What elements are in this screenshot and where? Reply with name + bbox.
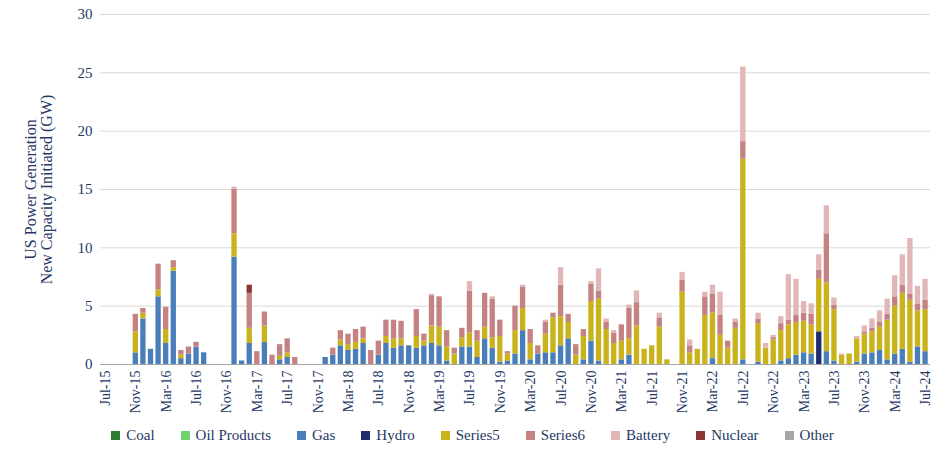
svg-text:Nov-21: Nov-21 <box>675 371 690 414</box>
svg-text:Jul-22: Jul-22 <box>736 371 751 406</box>
html-text:Series5: Series5 <box>455 426 500 443</box>
svg-text:Jul-19: Jul-19 <box>462 371 477 406</box>
svg-text:5: 5 <box>85 298 93 314</box>
svg-text:Nov-15: Nov-15 <box>128 371 143 414</box>
svg-text:30: 30 <box>78 6 93 22</box>
svg-text:Nov-23: Nov-23 <box>857 371 872 414</box>
html-text:Battery: Battery <box>626 426 671 443</box>
html-text:Oil Products: Oil Products <box>195 426 271 443</box>
svg-text:Jul-18: Jul-18 <box>371 371 386 406</box>
html-text:Hydro: Hydro <box>376 426 415 443</box>
html-text:Nuclear: Nuclear <box>711 426 759 443</box>
html-text:Coal: Coal <box>126 426 155 443</box>
svg-text:Mar-20: Mar-20 <box>523 371 538 413</box>
svg-text:Mar-23: Mar-23 <box>797 371 812 413</box>
svg-text:Nov-16: Nov-16 <box>219 371 234 414</box>
svg-text:Nov-20: Nov-20 <box>584 371 599 414</box>
svg-text:Nov-17: Nov-17 <box>311 371 326 414</box>
svg-text:15: 15 <box>78 181 93 197</box>
svg-text:Nov-18: Nov-18 <box>402 371 417 414</box>
html-text:Other: Other <box>799 426 834 443</box>
svg-text:10: 10 <box>78 240 93 256</box>
svg-text:Mar-16: Mar-16 <box>159 371 174 413</box>
svg-text:US Power GenerationNew Capacit: US Power GenerationNew Capacity Initiate… <box>22 95 56 285</box>
svg-text:Mar-18: Mar-18 <box>341 371 356 413</box>
svg-text:Mar-19: Mar-19 <box>432 371 447 413</box>
svg-text:Mar-22: Mar-22 <box>705 371 720 413</box>
svg-text:Nov-19: Nov-19 <box>493 371 508 414</box>
svg-text:Mar-17: Mar-17 <box>250 371 265 413</box>
svg-text:20: 20 <box>78 123 93 139</box>
svg-text:Mar-24: Mar-24 <box>888 371 903 413</box>
svg-text:Jul-16: Jul-16 <box>189 371 204 406</box>
svg-text:Mar-21: Mar-21 <box>614 371 629 413</box>
svg-text:Jul-21: Jul-21 <box>645 371 660 406</box>
html-text:Gas: Gas <box>312 426 336 443</box>
svg-text:Jul-20: Jul-20 <box>554 371 569 406</box>
svg-text:25: 25 <box>78 65 93 81</box>
svg-text:0: 0 <box>85 356 93 372</box>
svg-text:Jul-23: Jul-23 <box>827 371 842 406</box>
html-text:Series6: Series6 <box>540 426 585 443</box>
svg-text:Nov-22: Nov-22 <box>766 371 781 414</box>
svg-text:Jul-15: Jul-15 <box>98 371 113 406</box>
svg-text:Jul-24: Jul-24 <box>918 371 933 406</box>
svg-text:Jul-17: Jul-17 <box>280 371 295 406</box>
